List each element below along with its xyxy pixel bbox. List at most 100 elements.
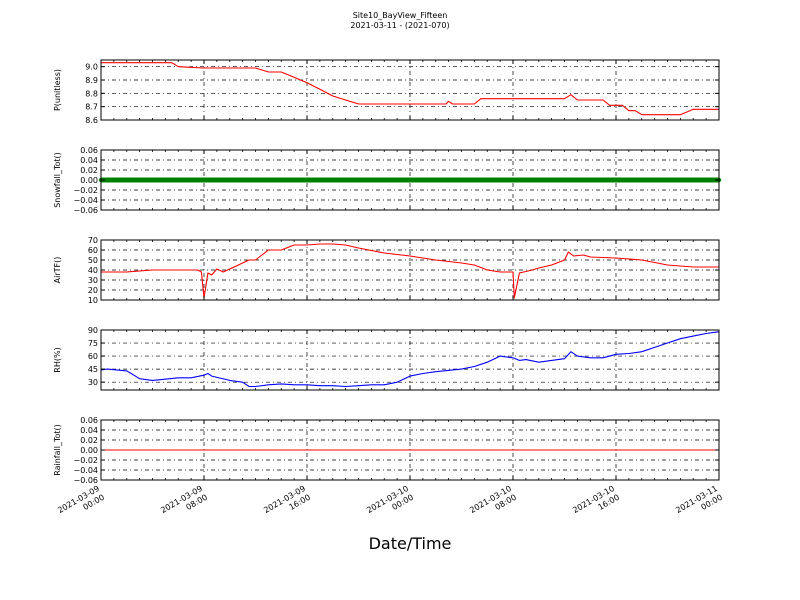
- panel-3-y-axis-label: AirTF(): [53, 257, 62, 284]
- panel-2-series-marker: [420, 177, 426, 183]
- panel-2-series-marker: [684, 177, 690, 183]
- panel-2-series-marker: [317, 177, 323, 183]
- panel-2-series-marker: [636, 177, 641, 183]
- panel-2-series-marker: [478, 177, 484, 183]
- panel-4-y-tick-label: 30: [88, 378, 98, 387]
- panel-2-series-marker: [575, 177, 580, 183]
- panel-2-series-marker: [266, 177, 271, 183]
- panel-1-y-axis-label: P(unitless): [53, 69, 62, 111]
- panel-2-y-tick-label: 0.04: [80, 156, 98, 165]
- panel-4-y-tick-label: 45: [88, 365, 98, 374]
- x-axis-label: Date/Time: [368, 534, 452, 553]
- panel-2-series-marker: [584, 177, 590, 183]
- panel-1-y-tick-label: 8.9: [85, 76, 98, 85]
- panel-2-series-marker: [642, 177, 648, 183]
- panel-2-series-marker: [398, 177, 403, 183]
- panel-2-series-marker: [333, 177, 339, 183]
- panel-2-series-marker: [378, 177, 384, 183]
- panel-1-y-tick-label: 8.6: [85, 116, 98, 125]
- panel-2-series-marker: [143, 177, 149, 183]
- panel-2-series-marker: [559, 177, 564, 183]
- panel-2-series-marker: [291, 177, 297, 183]
- panel-2-series-marker: [256, 177, 261, 183]
- panel-2-series-marker: [250, 177, 255, 183]
- panel-2-series-marker: [324, 177, 329, 183]
- panel-2-series-marker: [201, 177, 207, 183]
- panel-2-series-marker: [304, 177, 310, 183]
- panel-2-series-marker: [555, 177, 561, 183]
- panel-2-series-marker: [501, 177, 506, 183]
- panel-2-series-marker: [243, 177, 249, 183]
- panel-2-series-marker: [629, 177, 635, 183]
- panel-2-series-marker: [233, 177, 239, 183]
- panel-4-y-tick-label: 75: [88, 339, 98, 348]
- panel-2-series-marker: [604, 177, 609, 183]
- panel-2-series-marker: [372, 177, 377, 183]
- panel-2-series-marker: [404, 177, 409, 183]
- panel-2-series-marker: [130, 177, 136, 183]
- panel-2-series-marker: [253, 177, 258, 183]
- panel-3-series-line: [101, 243, 719, 299]
- panel-2-series-marker: [578, 177, 583, 183]
- panel-2-series-marker: [353, 177, 358, 183]
- panel-2-series-marker: [269, 177, 274, 183]
- panel-2-series-marker: [375, 177, 381, 183]
- panel-1-y-tick-label: 8.7: [85, 103, 98, 112]
- panel-5-y-tick-label: 0.04: [80, 426, 98, 435]
- panel-2-series-marker: [388, 177, 393, 183]
- panel-3-y-tick-label: 50: [88, 256, 98, 265]
- panel-1-y-tick-label: 8.8: [85, 89, 98, 98]
- panel-2-series-marker: [533, 177, 538, 183]
- x-tick-label: 2021-03-1100:00: [674, 484, 724, 524]
- panel-2-series-marker: [710, 177, 715, 183]
- panel-2-y-tick-label: −0.06: [73, 206, 98, 215]
- panel-2-series-marker: [552, 177, 558, 183]
- panel-2-series-marker: [542, 177, 548, 183]
- panel-2-series-marker: [137, 177, 142, 183]
- panel-2-series-marker: [127, 177, 133, 183]
- panel-2-series-marker: [517, 177, 522, 183]
- panel-2-series-marker: [433, 177, 438, 183]
- panel-2-series-marker: [114, 177, 120, 183]
- panel-2-series-marker: [452, 177, 458, 183]
- panel-2-series-marker: [188, 177, 194, 183]
- panel-2-series-marker: [530, 177, 535, 183]
- panel-2-series-marker: [301, 177, 306, 183]
- panel-2-series-marker: [259, 177, 265, 183]
- panel-2-series-marker: [427, 177, 432, 183]
- panel-2-series-marker: [118, 177, 123, 183]
- panel-2-series-marker: [153, 177, 158, 183]
- panel-2-series-marker: [620, 177, 625, 183]
- panel-2-series-marker: [217, 177, 223, 183]
- panel-2-series-marker: [382, 177, 387, 183]
- panel-2-series-marker: [314, 177, 319, 183]
- panel-2-series-marker: [568, 177, 574, 183]
- panel-2-series-marker: [224, 177, 229, 183]
- panel-2-series-marker: [401, 177, 406, 183]
- panel-2-series-marker: [591, 177, 596, 183]
- panel-2-series-marker: [485, 177, 490, 183]
- panel-2-series-marker: [179, 177, 184, 183]
- panel-2-series-marker: [449, 177, 455, 183]
- panel-5-y-tick-label: −0.06: [73, 476, 98, 485]
- panel-2-series-marker: [359, 177, 364, 183]
- panel-2-series-marker: [655, 177, 661, 183]
- panel-2-series-marker: [623, 177, 628, 183]
- panel-2-series-marker: [562, 177, 567, 183]
- panel-2-series-marker: [456, 177, 461, 183]
- panel-2-series-marker: [626, 177, 632, 183]
- panel-2-series-marker: [346, 177, 352, 183]
- panel-4-y-axis-label: RH(%): [53, 347, 62, 372]
- panel-2-series-marker: [285, 177, 290, 183]
- panel-2-series-marker: [105, 177, 110, 183]
- panel-2-series-marker: [443, 177, 448, 183]
- panel-2-y-tick-label: 0.00: [80, 176, 98, 185]
- panel-2-series-marker: [343, 177, 348, 183]
- panel-2-series-marker: [198, 177, 203, 183]
- panel-2-series-marker: [150, 177, 155, 183]
- panel-2-series-marker: [414, 177, 419, 183]
- panel-5-y-axis-label: Rainfall_Tot(): [53, 424, 62, 476]
- panel-2-series-marker: [662, 177, 667, 183]
- panel-2-series-marker: [481, 177, 487, 183]
- panel-2-series-marker: [246, 177, 252, 183]
